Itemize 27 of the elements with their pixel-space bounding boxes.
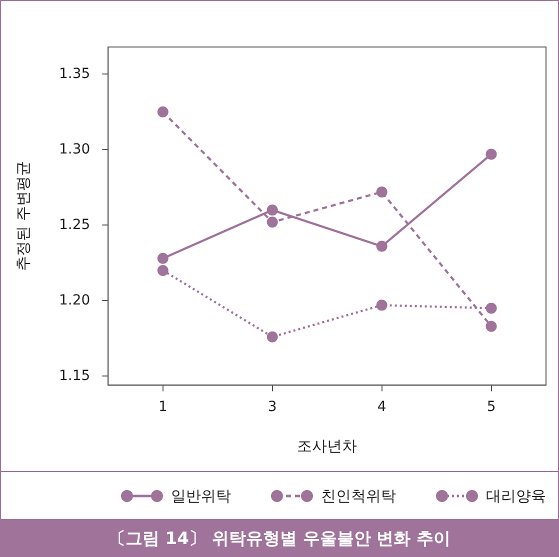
legend-label: 친인척위탁 — [321, 486, 396, 506]
y-axis-title: 추정된 주변평균 — [14, 161, 32, 271]
point — [266, 204, 278, 216]
y-tick-label: 1.15 — [59, 368, 90, 384]
point — [266, 216, 278, 228]
point — [376, 186, 388, 198]
y-tick-label: 1.35 — [59, 66, 90, 82]
legend-label: 일반위탁 — [171, 486, 231, 506]
x-tick-label: 5 — [486, 399, 496, 416]
point — [157, 252, 168, 264]
x-axis-title: 조사년차 — [297, 436, 358, 455]
legend-label: 대리양육 — [486, 486, 546, 506]
point — [157, 264, 168, 276]
x-tick-label: 4 — [377, 399, 386, 416]
point — [266, 331, 278, 342]
point — [486, 320, 497, 332]
text: 〔그림 14〕 위탁유형별 우울불안 변화 추이 — [1, 519, 558, 557]
point — [376, 300, 388, 311]
point — [157, 106, 168, 118]
y-tick-label: 1.25 — [59, 216, 90, 233]
point — [486, 302, 497, 314]
y-tick-label: 1.30 — [59, 141, 90, 158]
x-tick-label: 3 — [268, 399, 277, 416]
x-tick-label: 1 — [158, 399, 168, 416]
point — [376, 240, 388, 252]
y-tick-label: 1.20 — [59, 292, 90, 308]
point — [486, 148, 497, 160]
